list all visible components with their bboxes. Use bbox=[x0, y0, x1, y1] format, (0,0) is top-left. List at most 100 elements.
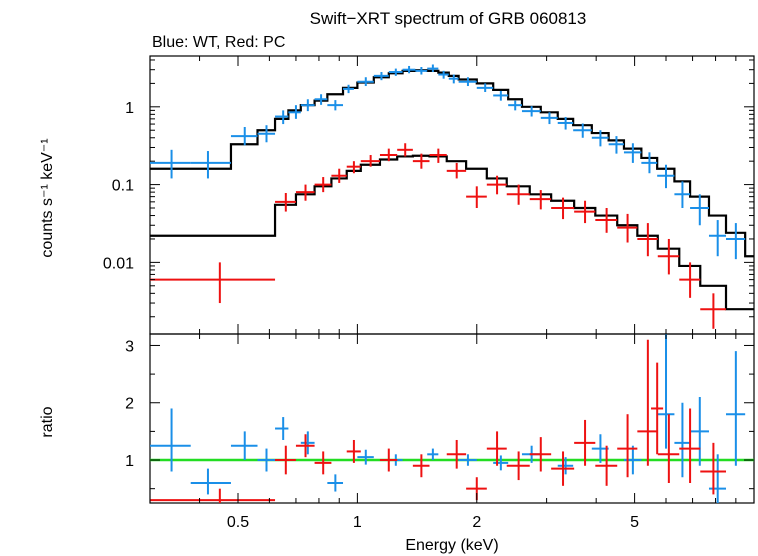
ratio-wt-point-15 bbox=[623, 445, 642, 475]
ratio-wt-point-0 bbox=[150, 408, 191, 472]
x-tick-label-5: 5 bbox=[630, 514, 639, 531]
spectrum-wt-point-21 bbox=[508, 100, 522, 111]
ratio-pc-point-12 bbox=[551, 451, 575, 486]
ratio-wt-point-17 bbox=[674, 402, 691, 478]
ratio-pc-point-16 bbox=[637, 339, 658, 466]
ratio-pc-point-15 bbox=[617, 414, 638, 478]
ratio-pc-point-13 bbox=[574, 419, 596, 466]
ratio-wt-point-11 bbox=[493, 455, 509, 471]
ratio-wt-point-1 bbox=[190, 468, 231, 495]
spectrum-wt-point-8 bbox=[327, 100, 344, 111]
ratio-y-tick-label-1: 1 bbox=[125, 453, 134, 470]
spectrum-wt-point-15 bbox=[427, 64, 439, 73]
spectrum-wt-point-13 bbox=[402, 65, 416, 74]
ratio-y-tick-label-2: 2 bbox=[125, 396, 134, 413]
spectrum-pc-point-19 bbox=[617, 213, 638, 243]
spectrum-pc-point-6 bbox=[360, 155, 380, 167]
spectrum-wt-point-18 bbox=[458, 77, 477, 87]
spectrum-wt-point-29 bbox=[641, 152, 658, 174]
spectrum-wt-point-19 bbox=[476, 83, 494, 93]
spectrum-wt-point-34 bbox=[726, 223, 746, 260]
ratio-wt-point-16 bbox=[657, 334, 675, 449]
spectrum-pc-point-7 bbox=[379, 148, 398, 162]
ratio-pc-point-17 bbox=[651, 362, 664, 455]
ratio-pc-point-1 bbox=[275, 445, 296, 475]
spectrum-plot-area bbox=[150, 64, 754, 329]
ratio-pc-point-6 bbox=[412, 454, 430, 478]
spectrum-wt-point-30 bbox=[657, 164, 675, 189]
spectrum-pc-point-23 bbox=[700, 293, 727, 329]
ratio-y-axis-label: ratio bbox=[39, 406, 56, 437]
ratio-pc-point-14 bbox=[595, 445, 618, 486]
spectrum-pc-point-14 bbox=[506, 184, 530, 205]
spectrum-panel-frame bbox=[149, 55, 755, 335]
ratio-wt-point-10 bbox=[458, 454, 477, 466]
x-axis-label: Energy (keV) bbox=[405, 537, 498, 554]
spectrum-wt-point-10 bbox=[357, 77, 374, 87]
ratio-wt-point-4 bbox=[275, 417, 289, 440]
spectrum-pc-point-20 bbox=[637, 223, 658, 257]
spectrum-pc-point-12 bbox=[466, 186, 487, 209]
spectrum-pc-point-13 bbox=[486, 175, 507, 195]
spectrum-wt-point-1 bbox=[190, 151, 231, 179]
ratio-pc-point-0 bbox=[150, 488, 276, 503]
ratio-pc-point-18 bbox=[657, 414, 680, 483]
ratio-wt-point-19 bbox=[708, 454, 727, 503]
ratio-wt-point-2 bbox=[230, 431, 258, 461]
spectrum-pc-point-17 bbox=[574, 200, 596, 224]
ratio-pc-point-3 bbox=[314, 451, 332, 475]
ratio-pc-point-7 bbox=[446, 439, 467, 469]
spectrum-pc-point-18 bbox=[595, 208, 618, 233]
spectrum-pc-point-0 bbox=[150, 262, 276, 304]
spectrum-pc-point-4 bbox=[331, 168, 347, 183]
spectrum-pc-point-11 bbox=[446, 162, 467, 179]
x-tick-label-2: 2 bbox=[472, 514, 481, 531]
spectrum-pc-point-22 bbox=[679, 262, 701, 298]
ratio-wt-point-7 bbox=[357, 449, 374, 465]
spectrum-wt-point-6 bbox=[300, 99, 315, 112]
ratio-wt-point-3 bbox=[257, 448, 276, 472]
spectrum-wt-point-3 bbox=[257, 125, 276, 143]
ratio-wt-point-9 bbox=[427, 448, 439, 461]
spectrum-pc-point-16 bbox=[551, 197, 575, 220]
spectrum-wt-point-7 bbox=[314, 94, 328, 105]
ratio-pc-point-11 bbox=[529, 437, 552, 472]
ratio-wt-point-5 bbox=[300, 431, 315, 455]
chart-subtitle: Blue: WT, Red: PC bbox=[152, 34, 285, 51]
spectrum-wt-point-0 bbox=[150, 149, 191, 179]
spectrum-wt-point-2 bbox=[230, 127, 258, 146]
spectrum-wt-point-27 bbox=[608, 136, 624, 154]
spectrum-wt-point-11 bbox=[373, 72, 389, 81]
ratio-pc-point-9 bbox=[486, 431, 507, 466]
spectrum-wt-point-14 bbox=[415, 66, 428, 75]
ratio-pc-point-10 bbox=[506, 451, 530, 481]
spectrum-wt-point-32 bbox=[690, 194, 709, 226]
ratio-y-tick-label-3: 3 bbox=[125, 338, 134, 355]
spectrum-wt-point-4 bbox=[275, 110, 289, 125]
ratio-wt-point-18 bbox=[690, 397, 709, 466]
ratio-wt-point-13 bbox=[557, 457, 574, 475]
spectrum-wt-point-31 bbox=[674, 181, 691, 209]
chart-title: Swift−XRT spectrum of GRB 060813 bbox=[310, 9, 587, 28]
spectrum-y-tick-label-1: 1 bbox=[125, 100, 134, 117]
x-tick-label-0.5: 0.5 bbox=[227, 514, 249, 531]
ratio-pc-point-19 bbox=[679, 408, 701, 483]
spectrum-pc-point-10 bbox=[429, 148, 447, 163]
spectrum-pc-point-21 bbox=[657, 238, 680, 275]
ratio-plot-area bbox=[150, 334, 754, 503]
model-step-line-pc bbox=[150, 154, 754, 311]
x-tick-label-1: 1 bbox=[353, 514, 362, 531]
spectrum-pc-point-9 bbox=[412, 153, 430, 169]
ratio-pc-point-20 bbox=[700, 442, 727, 495]
spectrum-wt-point-24 bbox=[557, 116, 574, 130]
spectrum-pc-point-15 bbox=[529, 190, 552, 210]
ratio-wt-point-20 bbox=[726, 351, 746, 466]
ratio-wt-point-6 bbox=[327, 474, 344, 492]
spectrum-pc-point-3 bbox=[314, 177, 332, 193]
spectrum-wt-point-23 bbox=[540, 112, 558, 125]
spectrum-wt-point-28 bbox=[623, 143, 642, 163]
spectrum-wt-point-25 bbox=[573, 123, 592, 138]
spectrum-wt-point-33 bbox=[708, 220, 727, 257]
spectrum-wt-point-20 bbox=[493, 90, 509, 101]
